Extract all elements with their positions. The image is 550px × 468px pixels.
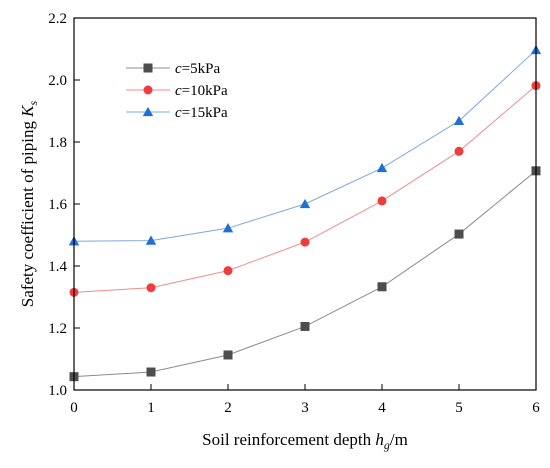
series-line — [73, 85, 537, 293]
y-tick-label: 1.0 — [48, 383, 67, 399]
data-point — [453, 115, 465, 126]
x-axis-label: Soil reinforcement depth hg/m — [202, 430, 408, 452]
data-point — [377, 196, 387, 206]
legend: c=5kPa c=10kPa c=15kPa — [126, 61, 228, 121]
y-axis-label: Safety coefficient of piping Ks — [18, 100, 40, 307]
plot-marks — [68, 44, 542, 382]
legend-entry-2: c=10kPa — [126, 83, 228, 99]
data-point — [376, 162, 388, 173]
data-point — [454, 229, 464, 239]
y-axis-label-group: Safety coefficient of piping Ks — [18, 100, 40, 307]
data-point — [222, 223, 234, 233]
legend-marker — [143, 85, 153, 95]
series-2 — [69, 81, 541, 297]
data-point — [300, 321, 310, 331]
data-point — [377, 282, 387, 292]
axis-ticks: 0 1 2 3 4 5 6 1.0 1.2 1.4 1.6 1.8 2.0 2.2 — [48, 11, 540, 416]
series-3 — [68, 44, 542, 246]
x-tick-label: 0 — [70, 400, 78, 416]
legend-marker — [143, 63, 153, 73]
data-point — [299, 198, 311, 209]
y-tick-label: 1.2 — [48, 321, 67, 337]
legend-label: c=10kPa — [175, 83, 228, 99]
y-tick-label: 2.0 — [48, 73, 67, 89]
legend-label: c=15kPa — [175, 105, 228, 121]
data-point — [300, 237, 310, 247]
legend-entry-3: c=15kPa — [126, 105, 228, 121]
y-tick-label: 2.2 — [48, 11, 67, 27]
data-point — [223, 350, 233, 360]
legend-label: c=5kPa — [175, 61, 220, 77]
x-tick-label: 1 — [147, 400, 155, 416]
legend-marker — [142, 106, 154, 117]
data-point — [223, 266, 233, 276]
y-tick-label: 1.4 — [48, 259, 67, 275]
series-line — [73, 49, 537, 242]
y-tick-label: 1.8 — [48, 135, 67, 151]
x-tick-label: 5 — [455, 400, 463, 416]
data-point — [454, 146, 464, 156]
data-point — [146, 367, 156, 377]
x-tick-label: 2 — [224, 400, 232, 416]
x-tick-label: 4 — [378, 400, 386, 416]
x-tick-label: 3 — [301, 400, 309, 416]
x-tick-label: 6 — [532, 400, 540, 416]
data-point — [146, 283, 156, 293]
legend-entry-1: c=5kPa — [126, 61, 220, 77]
data-point — [145, 235, 157, 245]
series-1 — [69, 166, 541, 382]
y-tick-label: 1.6 — [48, 197, 67, 213]
